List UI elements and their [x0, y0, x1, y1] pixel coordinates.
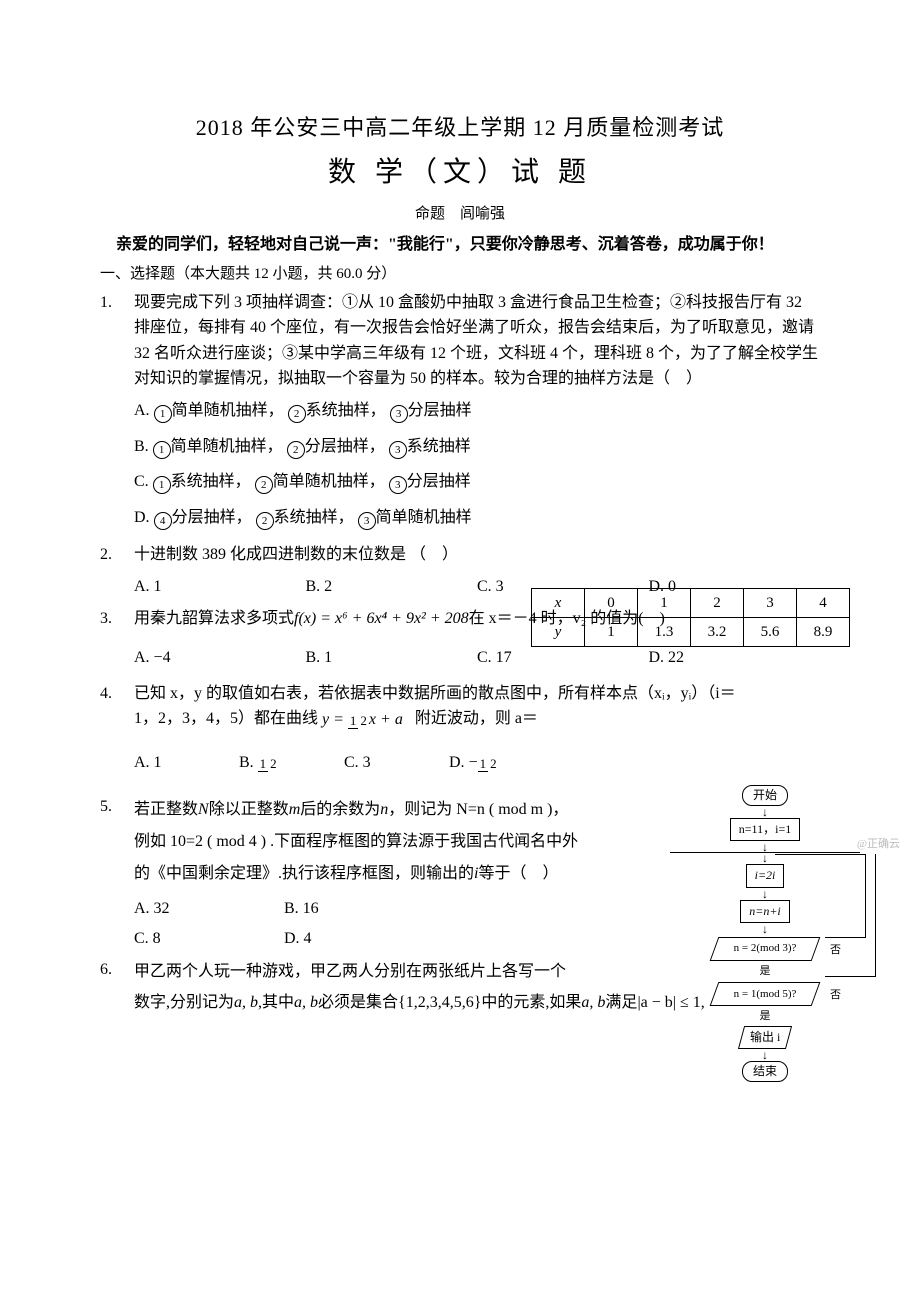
- circled-number-icon: 2: [288, 405, 306, 423]
- watermark-text: @正确云: [857, 836, 900, 854]
- table-cell: 8.9: [797, 617, 850, 646]
- intro-text: 亲爱的同学们，轻轻地对自己说一声："我能行"，只要你冷静思考、沉着答卷，成功属于…: [100, 232, 820, 258]
- table-xlabel: x: [532, 588, 585, 617]
- flow-no-label: 否: [830, 987, 841, 1005]
- q4-option-a: A. 1: [134, 750, 239, 776]
- flow-cond2: n = 1(mod 5)? 否: [705, 981, 825, 1007]
- q2-stem: 十进制数 389 化成四进制数的末位数是 （ ）: [134, 542, 820, 568]
- q5-option-b: B. 16: [284, 896, 434, 922]
- question-5: 5. @正确云 开始 ↓ n=11，i=1 ↓ ↓ i=2i ↓ n=n+i ↓: [100, 794, 820, 955]
- q3-option-d: D. 22: [649, 645, 821, 671]
- circled-number-icon: 1: [154, 405, 172, 423]
- data-table-xy: x 0 1 2 3 4 y 1 1.3 3.2 5.6 8.9: [531, 588, 850, 647]
- table-cell: 2: [691, 588, 744, 617]
- flowchart-diagram: @正确云 开始 ↓ n=11，i=1 ↓ ↓ i=2i ↓ n=n+i ↓ n …: [670, 784, 860, 1083]
- q1-option-d: D. 4分层抽样， 2系统抽样， 3简单随机抽样: [134, 505, 820, 531]
- arrow-down-icon: ↓: [762, 853, 768, 863]
- q3-option-b: B. 1: [306, 645, 478, 671]
- q4-number: 4.: [100, 681, 134, 707]
- circled-number-icon: 2: [256, 512, 274, 530]
- question-4: 4. 已知 x，y 的取值如右表，若依据表中数据所画的散点图中，所有样本点（xᵢ…: [100, 681, 820, 776]
- q4-option-d: D. −12: [449, 750, 554, 776]
- q6-number: 6.: [100, 957, 134, 983]
- table-cell: 5.6: [744, 617, 797, 646]
- q3-number: 3.: [100, 606, 134, 632]
- q1-number: 1.: [100, 290, 134, 316]
- table-cell: 3: [744, 588, 797, 617]
- flow-init: n=11，i=1: [730, 818, 800, 841]
- q1-option-c: C. 1系统抽样， 2简单随机抽样， 3分层抽样: [134, 469, 820, 495]
- q1-option-b: B. 1简单随机抽样， 2分层抽样， 3系统抽样: [134, 434, 820, 460]
- table-ylabel: y: [532, 617, 585, 646]
- q3-option-a: A. −4: [134, 645, 306, 671]
- q5-option-c: C. 8: [134, 926, 284, 952]
- q4-stem: 已知 x，y 的取值如右表，若依据表中数据所画的散点图中，所有样本点（xᵢ，yᵢ…: [134, 681, 820, 733]
- arrow-down-icon: ↓: [762, 807, 768, 817]
- flow-yes-label: 是: [760, 1008, 771, 1026]
- circled-number-icon: 1: [153, 476, 171, 494]
- table-cell: 3.2: [691, 617, 744, 646]
- question-1: 1. 现要完成下列 3 项抽样调查：①从 10 盒酸奶中抽取 3 盒进行食品卫生…: [100, 290, 820, 541]
- q2-number: 2.: [100, 542, 134, 568]
- q2-option-b: B. 2: [306, 574, 478, 600]
- author-label: 命题: [415, 206, 445, 222]
- q5-option-a: A. 32: [134, 896, 284, 922]
- q4-option-c: C. 3: [344, 750, 449, 776]
- q3-option-c: C. 17: [477, 645, 649, 671]
- q1-option-a: A. 1简单随机抽样， 2系统抽样， 3分层抽样: [134, 398, 820, 424]
- circled-number-icon: 2: [287, 441, 305, 459]
- table-cell: 1.3: [638, 617, 691, 646]
- table-cell: 1: [638, 588, 691, 617]
- q5-number: 5.: [100, 794, 134, 820]
- arrow-down-icon: ↓: [762, 924, 768, 934]
- flow-output: 输出 i: [738, 1026, 793, 1049]
- circled-number-icon: 4: [154, 512, 172, 530]
- circled-number-icon: 2: [255, 476, 273, 494]
- arrow-down-icon: ↓: [762, 1050, 768, 1060]
- section-heading: 一、选择题（本大题共 12 小题，共 60.0 分）: [100, 262, 820, 286]
- table-cell: 4: [797, 588, 850, 617]
- circled-number-icon: 3: [390, 405, 408, 423]
- flow-cond1: n = 2(mod 3)? 否: [705, 936, 825, 962]
- q2-option-a: A. 1: [134, 574, 306, 600]
- circled-number-icon: 3: [389, 441, 407, 459]
- table-cell: 1: [585, 617, 638, 646]
- author-line: 命题 闾喻强: [100, 202, 820, 226]
- q1-stem: 现要完成下列 3 项抽样调查：①从 10 盒酸奶中抽取 3 盒进行食品卫生检查；…: [134, 290, 820, 392]
- author-name: 闾喻强: [460, 206, 505, 222]
- flow-no-label: 否: [830, 942, 841, 960]
- flow-start: 开始: [742, 785, 788, 806]
- flow-step1: i=2i: [746, 864, 785, 887]
- exam-title-line1: 2018 年公安三中高二年级上学期 12 月质量检测考试: [100, 110, 820, 145]
- circled-number-icon: 3: [389, 476, 407, 494]
- circled-number-icon: 3: [358, 512, 376, 530]
- q5-option-d: D. 4: [284, 926, 434, 952]
- q5-stem: 若正整数N除以正整数m后的余数为n，则记为 N=n ( mod m )， 例如 …: [134, 794, 584, 890]
- table-cell: 0: [585, 588, 638, 617]
- flow-end: 结束: [742, 1061, 788, 1082]
- q4-option-b: B. 12: [239, 750, 344, 776]
- circled-number-icon: 1: [153, 441, 171, 459]
- flow-yes-label: 是: [760, 963, 771, 981]
- arrow-down-icon: ↓: [762, 889, 768, 899]
- exam-title-line2: 数 学（文）试 题: [100, 151, 820, 196]
- flow-step2: n=n+i: [740, 900, 790, 923]
